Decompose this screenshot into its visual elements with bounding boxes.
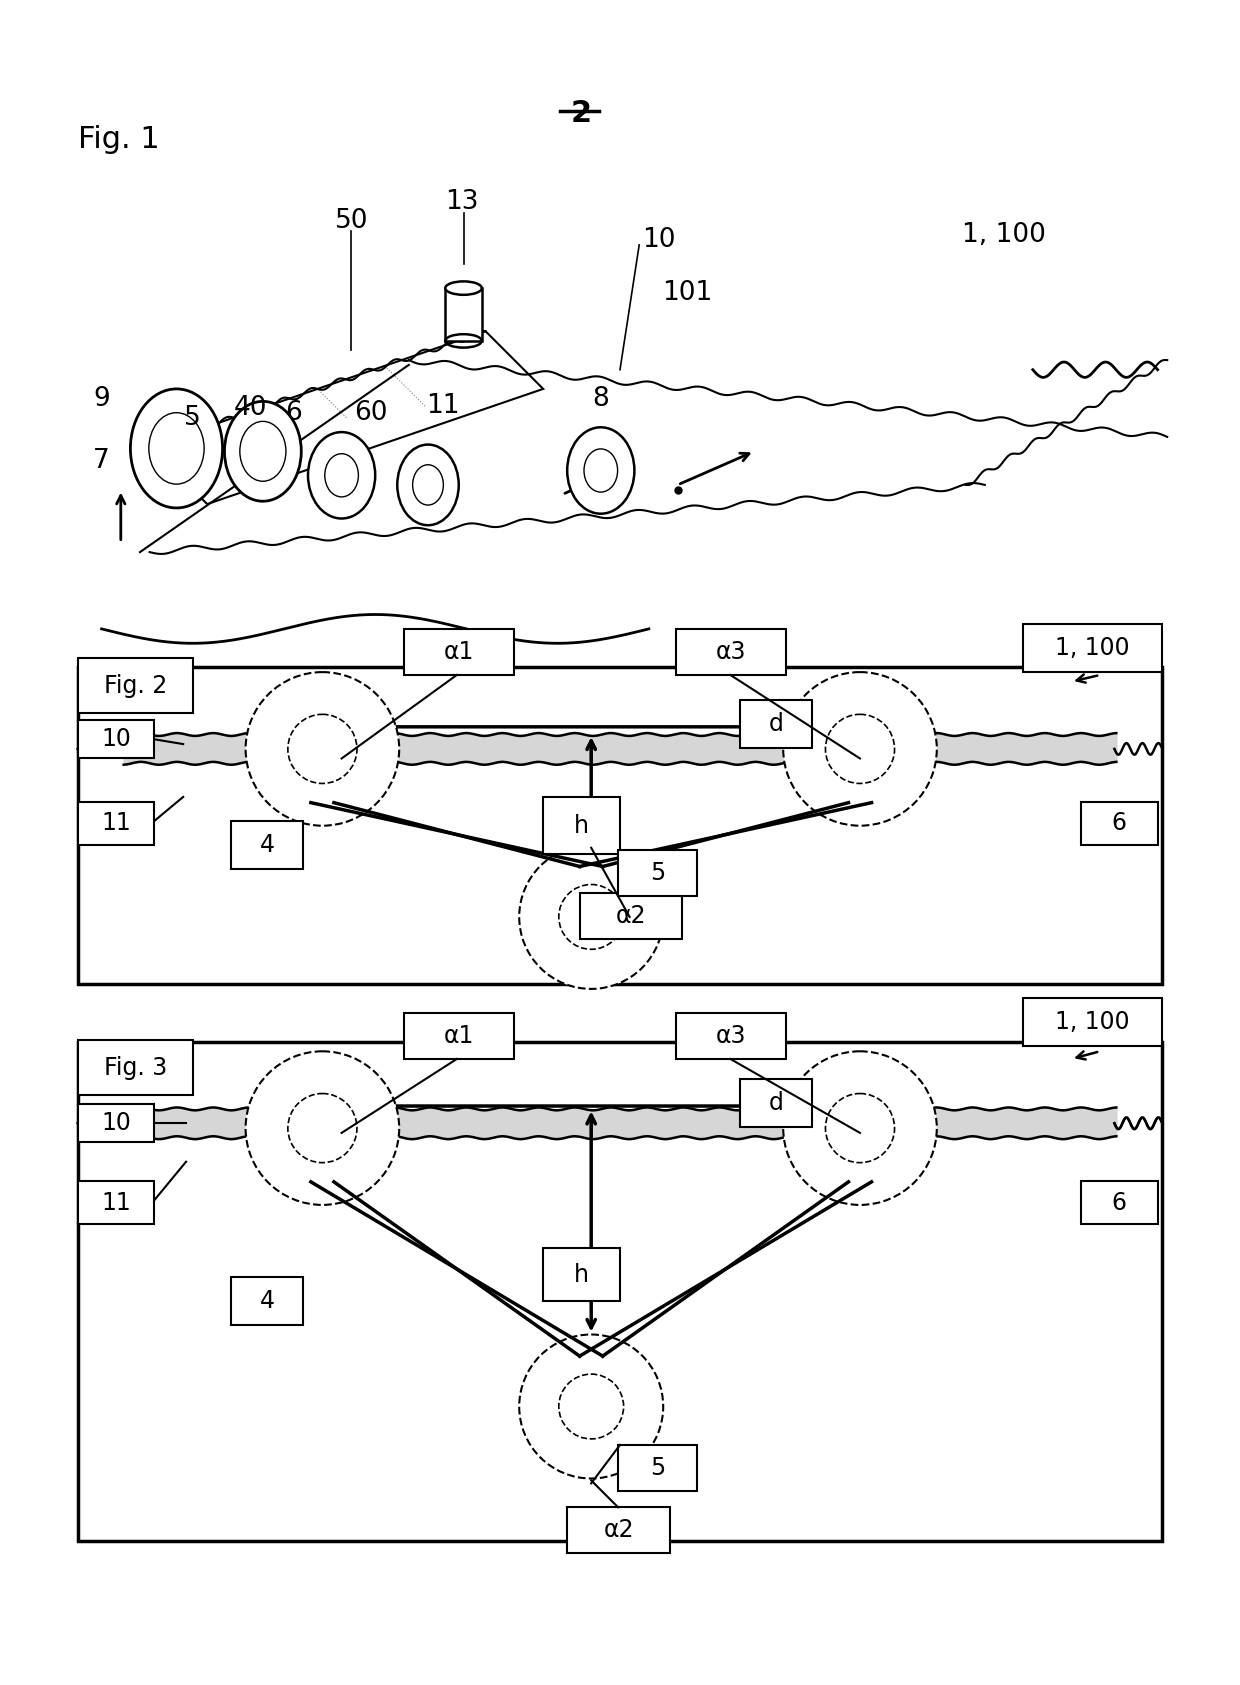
- Text: 5: 5: [650, 1456, 665, 1479]
- FancyBboxPatch shape: [78, 1040, 192, 1095]
- Text: h: h: [574, 1262, 589, 1287]
- Circle shape: [784, 1051, 936, 1205]
- Ellipse shape: [224, 401, 301, 500]
- Circle shape: [246, 672, 399, 826]
- Text: Fig. 2: Fig. 2: [104, 674, 167, 698]
- FancyBboxPatch shape: [543, 797, 620, 854]
- Text: 50: 50: [335, 207, 368, 234]
- Text: α1: α1: [444, 640, 475, 664]
- Text: 4: 4: [259, 832, 275, 858]
- Text: 40: 40: [233, 394, 267, 421]
- Circle shape: [520, 844, 663, 989]
- Text: 1, 100: 1, 100: [1055, 637, 1130, 661]
- FancyBboxPatch shape: [740, 1078, 812, 1127]
- FancyBboxPatch shape: [231, 821, 304, 869]
- Ellipse shape: [445, 281, 482, 295]
- Text: 1, 100: 1, 100: [962, 222, 1045, 248]
- Text: 5: 5: [650, 861, 665, 885]
- Text: α2: α2: [604, 1518, 634, 1542]
- Circle shape: [784, 672, 936, 826]
- Text: 11: 11: [102, 810, 131, 836]
- Text: 10: 10: [102, 1112, 131, 1136]
- FancyBboxPatch shape: [78, 1104, 155, 1142]
- FancyBboxPatch shape: [231, 1277, 304, 1324]
- Ellipse shape: [308, 431, 376, 519]
- FancyBboxPatch shape: [404, 1013, 515, 1058]
- Text: 2: 2: [572, 99, 593, 128]
- Text: Fig. 1: Fig. 1: [78, 125, 160, 153]
- Ellipse shape: [130, 389, 222, 507]
- Text: h: h: [574, 814, 589, 837]
- Text: 6: 6: [1112, 810, 1127, 836]
- Text: d: d: [769, 1092, 784, 1115]
- FancyBboxPatch shape: [618, 849, 697, 896]
- Circle shape: [246, 1051, 399, 1205]
- Text: 10: 10: [102, 728, 131, 752]
- Text: 13: 13: [445, 189, 479, 214]
- Text: 101: 101: [662, 280, 712, 307]
- Text: α3: α3: [715, 1024, 746, 1048]
- Text: 60: 60: [353, 399, 387, 426]
- FancyBboxPatch shape: [567, 1508, 670, 1554]
- FancyBboxPatch shape: [1081, 1181, 1158, 1223]
- FancyBboxPatch shape: [78, 1041, 1162, 1540]
- FancyBboxPatch shape: [740, 699, 812, 748]
- Text: α1: α1: [444, 1024, 475, 1048]
- FancyBboxPatch shape: [78, 667, 1162, 984]
- Text: 6: 6: [285, 399, 303, 426]
- Text: 6: 6: [1112, 1191, 1127, 1215]
- FancyBboxPatch shape: [676, 629, 786, 676]
- Text: 5: 5: [185, 404, 201, 431]
- Ellipse shape: [397, 445, 459, 526]
- Circle shape: [520, 1335, 663, 1478]
- Text: α2: α2: [616, 903, 646, 928]
- Text: d: d: [769, 713, 784, 736]
- FancyBboxPatch shape: [543, 1249, 620, 1301]
- Text: 1, 100: 1, 100: [1055, 1011, 1130, 1035]
- FancyBboxPatch shape: [1023, 999, 1162, 1046]
- Text: 11: 11: [425, 393, 459, 420]
- FancyBboxPatch shape: [1023, 623, 1162, 672]
- FancyBboxPatch shape: [1081, 802, 1158, 844]
- Ellipse shape: [567, 428, 635, 514]
- Text: Fig. 3: Fig. 3: [104, 1055, 167, 1080]
- Text: 8: 8: [593, 386, 609, 411]
- Text: α3: α3: [715, 640, 746, 664]
- FancyBboxPatch shape: [78, 719, 155, 758]
- Text: 7: 7: [93, 448, 110, 473]
- Text: 10: 10: [641, 227, 675, 253]
- Text: 11: 11: [102, 1191, 131, 1215]
- FancyBboxPatch shape: [445, 288, 482, 340]
- Text: 4: 4: [259, 1289, 275, 1313]
- FancyBboxPatch shape: [78, 1181, 155, 1223]
- FancyBboxPatch shape: [78, 802, 155, 844]
- FancyBboxPatch shape: [618, 1446, 697, 1491]
- Text: 9: 9: [93, 386, 110, 411]
- FancyBboxPatch shape: [404, 629, 515, 676]
- FancyBboxPatch shape: [676, 1013, 786, 1058]
- FancyBboxPatch shape: [78, 657, 192, 713]
- FancyBboxPatch shape: [579, 893, 682, 939]
